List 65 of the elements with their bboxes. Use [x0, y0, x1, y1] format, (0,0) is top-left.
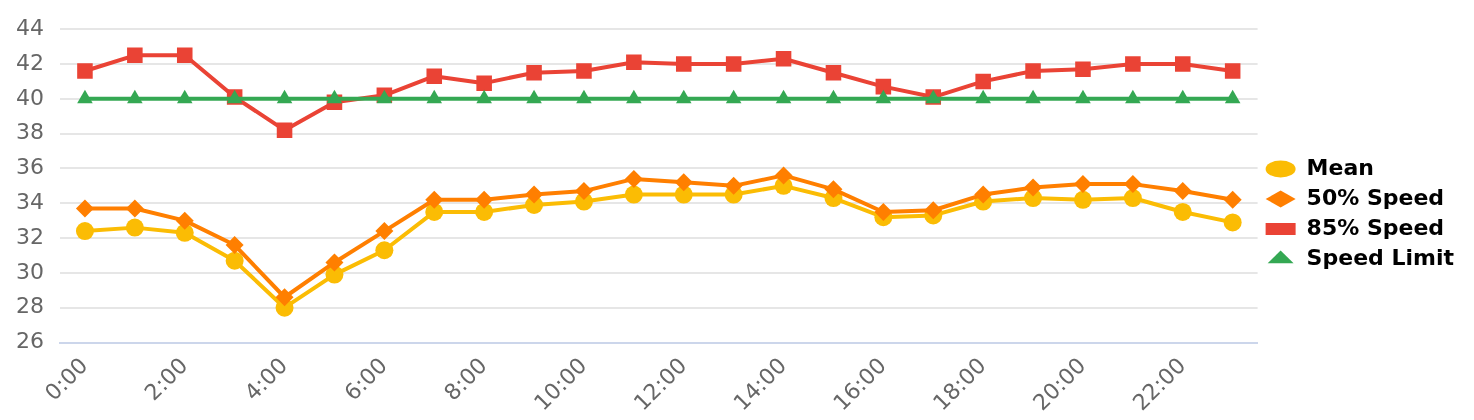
point — [176, 47, 193, 64]
point — [1125, 56, 1141, 72]
point — [75, 199, 94, 218]
point — [476, 75, 492, 91]
point — [375, 222, 394, 241]
point — [675, 56, 692, 72]
point — [924, 201, 943, 220]
y-tick-label: 34 — [15, 188, 44, 214]
point — [1174, 56, 1191, 72]
point — [874, 202, 893, 221]
point — [724, 176, 743, 195]
point — [1173, 202, 1192, 221]
point — [77, 63, 93, 79]
point — [1173, 182, 1192, 201]
point — [526, 64, 542, 81]
point — [774, 166, 793, 185]
y-tick-label: 38 — [15, 119, 44, 145]
point — [1073, 190, 1092, 209]
legend-label: Speed Limit — [1306, 244, 1455, 270]
point — [825, 64, 842, 81]
point — [674, 173, 693, 192]
point — [574, 182, 593, 201]
point — [1223, 190, 1242, 209]
point — [1025, 63, 1041, 79]
point — [525, 185, 544, 204]
point — [375, 241, 394, 260]
legend-label: Mean — [1306, 154, 1374, 180]
point — [1123, 189, 1142, 208]
point — [426, 68, 443, 84]
point — [576, 63, 592, 79]
point — [775, 51, 792, 67]
point — [275, 288, 294, 307]
point — [127, 47, 143, 64]
point — [225, 236, 244, 255]
y-tick-label: 28 — [15, 293, 44, 319]
point — [974, 185, 993, 204]
legend-label: 50% Speed — [1306, 184, 1445, 210]
point — [725, 56, 742, 72]
point — [624, 169, 643, 188]
point — [1024, 178, 1043, 197]
legend-label: 85% Speed — [1306, 214, 1445, 240]
point — [1223, 213, 1242, 232]
point — [624, 185, 643, 204]
y-tick-label: 32 — [15, 223, 44, 249]
point — [1075, 61, 1091, 78]
y-tick-label: 36 — [15, 154, 44, 180]
point — [175, 211, 194, 230]
point — [824, 180, 843, 199]
point — [1224, 63, 1241, 79]
point — [125, 199, 144, 218]
point — [125, 218, 144, 237]
y-tick-label: 30 — [15, 258, 44, 284]
point — [276, 122, 293, 138]
y-tick-label: 26 — [15, 328, 44, 354]
y-tick-label: 40 — [15, 84, 44, 110]
point — [626, 54, 642, 71]
y-tick-label: 44 — [15, 14, 44, 40]
point — [475, 190, 494, 209]
y-tick-label: 42 — [15, 49, 44, 75]
point — [325, 253, 344, 272]
point — [1073, 175, 1092, 194]
point — [425, 190, 444, 209]
point — [975, 73, 991, 90]
point — [75, 222, 94, 241]
point — [225, 251, 244, 270]
